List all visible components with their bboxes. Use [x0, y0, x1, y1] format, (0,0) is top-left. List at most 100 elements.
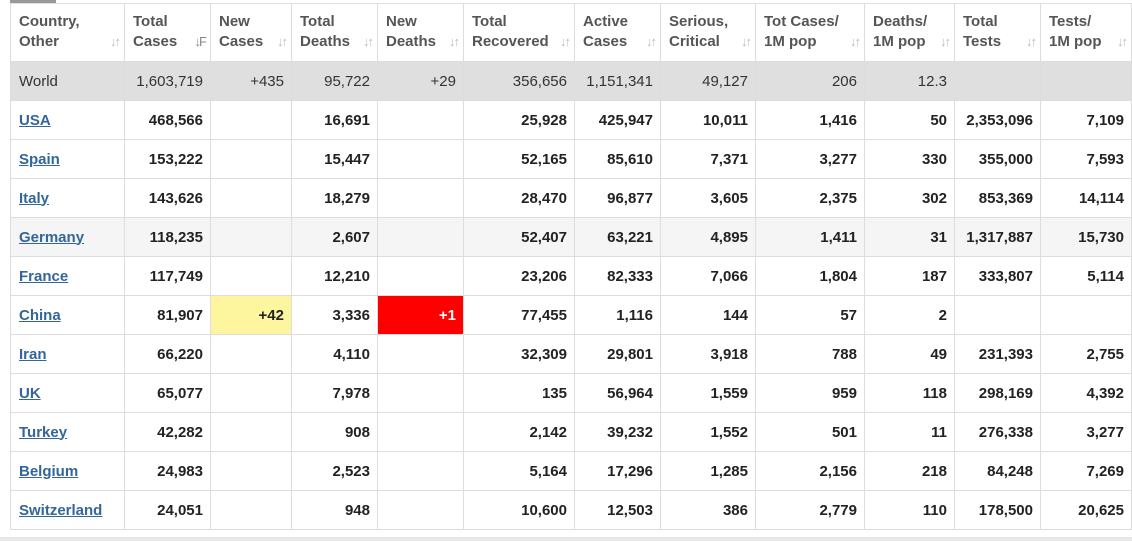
- active-cases-cell: 425,947: [574, 100, 661, 140]
- cases-per-1m-cell: 57: [755, 295, 865, 335]
- sort-icon[interactable]: ↓↑: [850, 34, 861, 49]
- new-cases-cell: [210, 139, 292, 179]
- active-cases-cell: 56,964: [574, 373, 661, 413]
- column-header-new-cases[interactable]: New Cases ↓↑: [210, 3, 292, 62]
- sort-icon[interactable]: ↓F: [194, 34, 208, 49]
- serious-critical-cell: 7,066: [660, 256, 756, 296]
- sort-icon[interactable]: ↓↑: [646, 34, 657, 49]
- total-tests-cell: 1,317,887: [954, 217, 1041, 257]
- sort-icon[interactable]: ↓↑: [277, 34, 288, 49]
- total-deaths-cell: 2,607: [291, 217, 378, 257]
- serious-critical-cell: 1,285: [660, 451, 756, 491]
- table-row: Turkey 42,282 908 2,142 39,232 1,552 501 11 276,…: [10, 412, 1132, 452]
- total-cases-cell: 117,749: [124, 256, 211, 296]
- serious-critical-cell: 1,559: [660, 373, 756, 413]
- active-cases-cell: 39,232: [574, 412, 661, 452]
- serious-critical-cell: 144: [660, 295, 756, 335]
- column-header-tests-per-1m[interactable]: Tests/ 1M pop ↓↑: [1040, 3, 1132, 62]
- column-header-total-tests[interactable]: Total Tests ↓↑: [954, 3, 1041, 62]
- new-deaths-cell: [377, 334, 464, 374]
- column-header-label: Total Deaths: [300, 13, 351, 50]
- total-cases-cell: 118,235: [124, 217, 211, 257]
- total-deaths-cell: 2,523: [291, 451, 378, 491]
- country-cell: Iran: [10, 334, 125, 374]
- sort-icon[interactable]: ↓↑: [449, 34, 460, 49]
- total-tests-cell: 276,338: [954, 412, 1041, 452]
- total-deaths-cell: 15,447: [291, 139, 378, 179]
- column-header-label: Active Cases: [583, 13, 629, 50]
- column-header-cases-per-1m[interactable]: Tot Cases/ 1M pop ↓↑: [755, 3, 865, 62]
- column-header-total-recovered[interactable]: Total Recovered ↓↑: [463, 3, 575, 62]
- sort-icon[interactable]: ↓↑: [363, 34, 374, 49]
- horizontal-scrollbar[interactable]: [0, 537, 1132, 541]
- column-header-active-cases[interactable]: Active Cases ↓↑: [574, 3, 661, 62]
- total-deaths-cell: 948: [291, 490, 378, 530]
- total-recovered-cell: 10,600: [463, 490, 575, 530]
- column-header-label: Total Recovered: [472, 13, 549, 50]
- total-cases-cell: 153,222: [124, 139, 211, 179]
- new-cases-cell: [210, 217, 292, 257]
- column-header-total-deaths[interactable]: Total Deaths ↓↑: [291, 3, 378, 62]
- deaths-per-1m-cell: 110: [864, 490, 955, 530]
- tests-per-1m-cell: [1040, 61, 1132, 101]
- table-row: Iran 66,220 4,110 32,309 29,801 3,918 788 49 231…: [10, 334, 1132, 374]
- table-row: Spain 153,222 15,447 52,165 85,610 7,371 3,277…: [10, 139, 1132, 179]
- cases-per-1m-cell: 2,779: [755, 490, 865, 530]
- total-recovered-cell: 135: [463, 373, 575, 413]
- deaths-per-1m-cell: 330: [864, 139, 955, 179]
- new-deaths-cell: [377, 412, 464, 452]
- country-cell: Germany: [10, 217, 125, 257]
- country-link[interactable]: Belgium: [19, 462, 79, 480]
- country-link[interactable]: China: [19, 306, 61, 324]
- table-row: Switzerland 24,051 948 10,600 12,503 386 2,779…: [10, 490, 1132, 530]
- tests-per-1m-cell: 20,625: [1040, 490, 1132, 530]
- total-deaths-cell: 4,110: [291, 334, 378, 374]
- sort-icon[interactable]: ↓↑: [1117, 34, 1128, 49]
- tests-per-1m-cell: 14,114: [1040, 178, 1132, 218]
- column-header-total-cases[interactable]: Total Cases ↓F: [124, 3, 211, 62]
- country-link[interactable]: Spain: [19, 150, 60, 168]
- new-deaths-cell: [377, 100, 464, 140]
- country-link[interactable]: Switzerland: [19, 501, 103, 519]
- column-header-label: Total Tests: [963, 13, 1002, 50]
- total-tests-cell: 2,353,096: [954, 100, 1041, 140]
- country-link[interactable]: USA: [19, 111, 51, 129]
- new-cases-cell: [210, 178, 292, 218]
- total-cases-cell: 143,626: [124, 178, 211, 218]
- column-header-country[interactable]: Country, Other ↓↑: [10, 3, 125, 62]
- cases-per-1m-cell: 3,277: [755, 139, 865, 179]
- active-cases-cell: 12,503: [574, 490, 661, 530]
- new-deaths-cell: +29: [377, 61, 464, 101]
- sort-icon[interactable]: ↓↑: [940, 34, 951, 49]
- tests-per-1m-cell: 5,114: [1040, 256, 1132, 296]
- new-deaths-cell: [377, 256, 464, 296]
- country-cell: China: [10, 295, 125, 335]
- country-link[interactable]: Italy: [19, 189, 50, 207]
- country-cell: Italy: [10, 178, 125, 218]
- total-cases-cell: 66,220: [124, 334, 211, 374]
- cases-per-1m-cell: 1,411: [755, 217, 865, 257]
- column-header-label: Total Cases: [133, 13, 178, 50]
- active-cases-cell: 63,221: [574, 217, 661, 257]
- country-link[interactable]: Turkey: [19, 423, 68, 441]
- country-link[interactable]: Iran: [19, 345, 47, 363]
- sort-icon[interactable]: ↓↑: [741, 34, 752, 49]
- sort-icon[interactable]: ↓↑: [110, 34, 121, 49]
- total-tests-cell: 355,000: [954, 139, 1041, 179]
- column-header-new-deaths[interactable]: New Deaths ↓↑: [377, 3, 464, 62]
- sort-icon[interactable]: ↓↑: [560, 34, 571, 49]
- country-link[interactable]: Germany: [19, 228, 85, 246]
- country-link[interactable]: UK: [19, 384, 41, 402]
- cases-per-1m-cell: 959: [755, 373, 865, 413]
- total-cases-cell: 81,907: [124, 295, 211, 335]
- new-cases-cell: [210, 373, 292, 413]
- column-header-serious-critical[interactable]: Serious, Critical ↓↑: [660, 3, 756, 62]
- column-header-deaths-per-1m[interactable]: Deaths/ 1M pop ↓↑: [864, 3, 955, 62]
- total-tests-cell: 84,248: [954, 451, 1041, 491]
- new-deaths-cell: [377, 178, 464, 218]
- total-tests-cell: 298,169: [954, 373, 1041, 413]
- country-link[interactable]: France: [19, 267, 69, 285]
- total-recovered-cell: 25,928: [463, 100, 575, 140]
- sort-icon[interactable]: ↓↑: [1026, 34, 1037, 49]
- total-cases-cell: 24,051: [124, 490, 211, 530]
